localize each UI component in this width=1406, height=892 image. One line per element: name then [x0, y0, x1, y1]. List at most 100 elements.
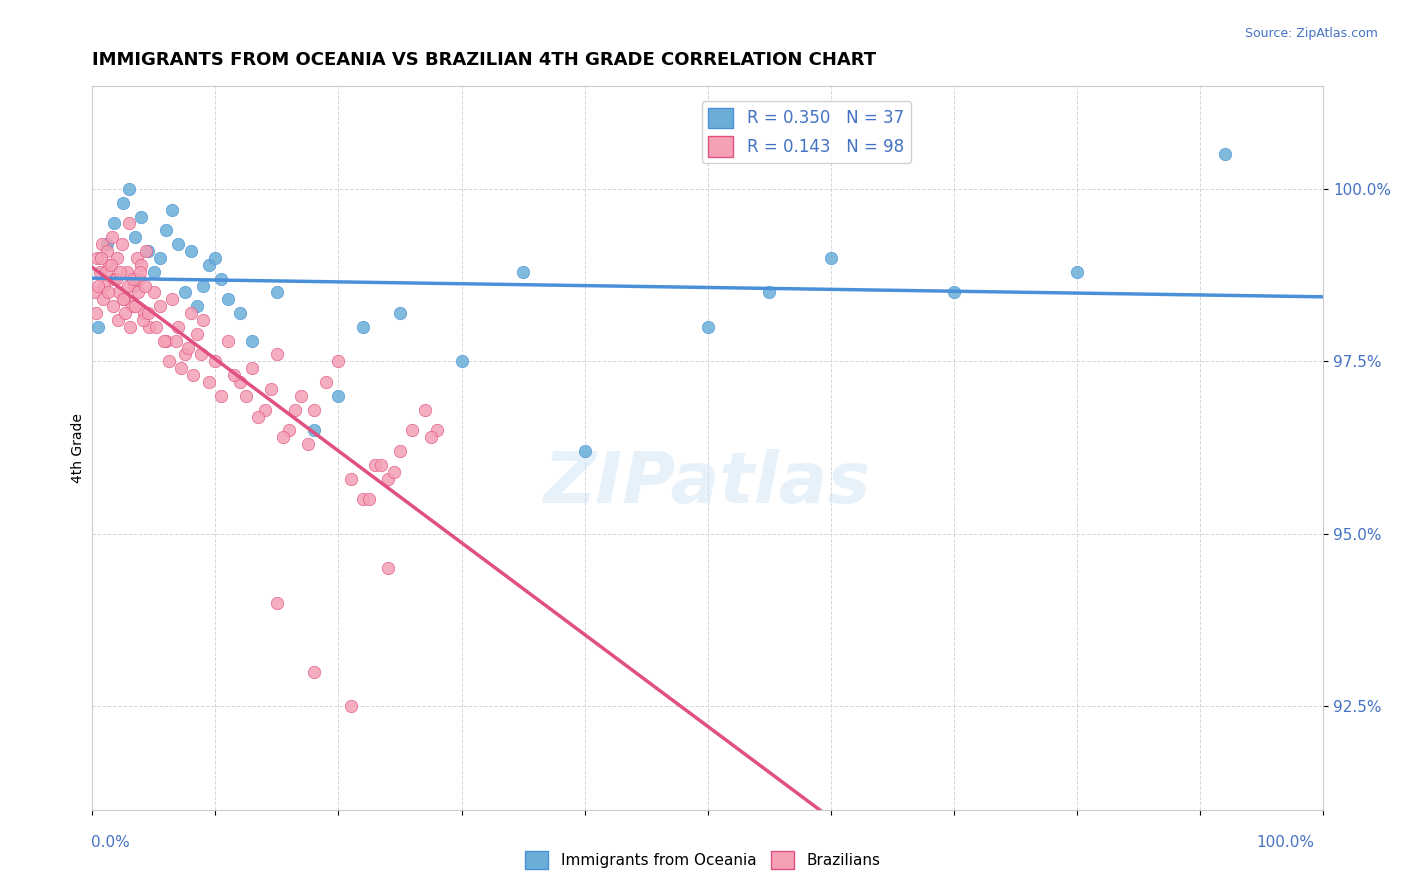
Point	[91, 237, 114, 252]
Point	[388, 444, 411, 458]
Point	[101, 230, 124, 244]
Point	[190, 347, 212, 361]
Point	[89, 265, 111, 279]
Point	[574, 444, 596, 458]
Point	[103, 217, 125, 231]
Point	[142, 265, 165, 279]
Point	[315, 375, 337, 389]
Point	[94, 265, 117, 279]
Point	[96, 237, 118, 252]
Point	[90, 251, 112, 265]
Point	[302, 665, 325, 679]
Point	[191, 278, 214, 293]
Point	[413, 402, 436, 417]
Point	[229, 375, 252, 389]
Point	[170, 361, 193, 376]
Text: 0.0%: 0.0%	[91, 836, 131, 850]
Text: Source: ZipAtlas.com: Source: ZipAtlas.com	[1244, 27, 1378, 40]
Point	[131, 313, 153, 327]
Point	[377, 472, 399, 486]
Point	[149, 299, 172, 313]
Legend: R = 0.350   N = 37, R = 0.143   N = 98: R = 0.350 N = 37, R = 0.143 N = 98	[702, 101, 911, 163]
Point	[696, 319, 718, 334]
Point	[160, 202, 183, 217]
Point	[134, 278, 156, 293]
Point	[181, 368, 204, 383]
Point	[136, 244, 159, 258]
Point	[217, 293, 239, 307]
Point	[211, 271, 233, 285]
Point	[100, 258, 122, 272]
Point	[198, 258, 221, 272]
Point	[253, 402, 276, 417]
Point	[131, 258, 153, 272]
Point	[180, 306, 202, 320]
Point	[247, 409, 270, 424]
Point	[352, 492, 374, 507]
Point	[419, 430, 441, 444]
Text: IMMIGRANTS FROM OCEANIA VS BRAZILIAN 4TH GRADE CORRELATION CHART: IMMIGRANTS FROM OCEANIA VS BRAZILIAN 4TH…	[93, 51, 876, 69]
Point	[204, 354, 226, 368]
Point	[98, 258, 121, 272]
Point	[111, 237, 134, 252]
Point	[186, 326, 208, 341]
Point	[124, 230, 146, 244]
Point	[101, 299, 124, 313]
Point	[167, 237, 190, 252]
Point	[120, 319, 142, 334]
Point	[211, 389, 233, 403]
Point	[145, 319, 167, 334]
Point	[105, 251, 128, 265]
Point	[820, 251, 842, 265]
Point	[115, 265, 138, 279]
Point	[121, 299, 143, 313]
Legend: Immigrants from Oceania, Brazilians: Immigrants from Oceania, Brazilians	[519, 845, 887, 875]
Text: 100.0%: 100.0%	[1257, 836, 1315, 850]
Point	[155, 334, 177, 348]
Point	[328, 354, 350, 368]
Point	[87, 319, 110, 334]
Point	[758, 285, 780, 300]
Point	[118, 217, 141, 231]
Point	[91, 293, 114, 307]
Y-axis label: 4th Grade: 4th Grade	[72, 413, 86, 483]
Point	[135, 244, 157, 258]
Point	[235, 389, 257, 403]
Point	[260, 382, 283, 396]
Point	[186, 299, 208, 313]
Point	[121, 271, 143, 285]
Point	[364, 458, 387, 472]
Point	[132, 306, 155, 320]
Point	[217, 334, 239, 348]
Point	[83, 285, 105, 300]
Point	[229, 306, 252, 320]
Point	[173, 285, 195, 300]
Point	[512, 265, 534, 279]
Point	[131, 210, 153, 224]
Point	[426, 423, 449, 437]
Point	[290, 389, 312, 403]
Point	[155, 223, 177, 237]
Point	[138, 319, 160, 334]
Point	[114, 306, 136, 320]
Point	[129, 265, 152, 279]
Point	[388, 306, 411, 320]
Point	[1066, 265, 1088, 279]
Point	[177, 341, 200, 355]
Point	[149, 251, 172, 265]
Point	[96, 244, 118, 258]
Point	[157, 354, 180, 368]
Point	[302, 423, 325, 437]
Point	[370, 458, 392, 472]
Point	[352, 319, 374, 334]
Point	[93, 278, 115, 293]
Point	[401, 423, 423, 437]
Point	[240, 334, 263, 348]
Point	[297, 437, 319, 451]
Point	[198, 375, 221, 389]
Point	[266, 347, 288, 361]
Point	[97, 285, 120, 300]
Point	[117, 278, 139, 293]
Point	[382, 465, 405, 479]
Point	[359, 492, 381, 507]
